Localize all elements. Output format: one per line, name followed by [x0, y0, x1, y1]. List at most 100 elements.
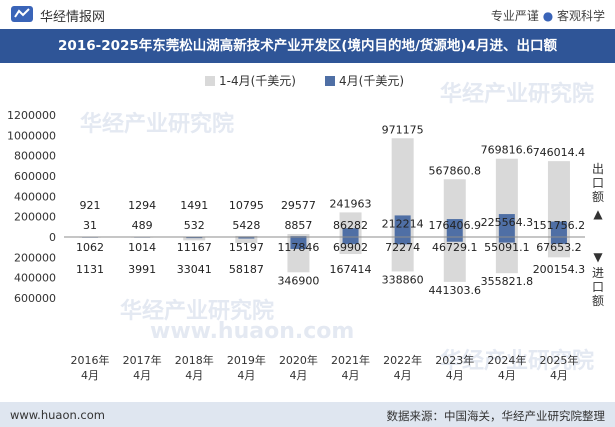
x-tick-label: 2023年 4月 — [435, 353, 474, 382]
tagline-dot: ● — [542, 9, 557, 23]
x-tick-label-line: 2021年 — [331, 353, 370, 367]
bar-ytd-import — [183, 237, 206, 241]
legend-swatch-ytd — [205, 76, 215, 86]
brand-name: 华经情报网 — [40, 10, 106, 25]
label-ytd-import: 58187 — [229, 263, 264, 276]
label-ytd-import: 346900 — [277, 274, 319, 287]
y-tick-label: 400000 — [14, 272, 56, 285]
y-tick-label: 600000 — [14, 292, 56, 305]
x-tick-label-line: 4月 — [498, 369, 516, 382]
x-tick-label: 2021年 4月 — [331, 353, 370, 382]
label-ytd-export: 10795 — [229, 199, 264, 212]
side-label-import-char: 进 — [592, 266, 604, 280]
legend-swatch-month — [325, 76, 335, 86]
tagline-left: 专业严谨 — [490, 9, 539, 23]
tagline: 专业严谨 ● 客观科学 — [491, 7, 605, 24]
bar-month-import — [498, 237, 515, 243]
bar-ytd-import — [235, 237, 258, 243]
side-label-export-char: 额 — [592, 190, 604, 204]
bar-ytd-export — [547, 161, 570, 237]
label-month-import: 11167 — [177, 241, 212, 254]
label-month-import: 1014 — [128, 241, 156, 254]
bar-month-export — [394, 215, 411, 237]
label-month-import: 15197 — [229, 241, 264, 254]
bar-month-import — [446, 237, 463, 242]
title-bar: 2016-2025年东莞松山湖高新技术产业开发区(境内目的地/货源地)4月进、出… — [0, 29, 615, 63]
import-arrow-icon: ▼ — [593, 250, 603, 264]
bar-month-import — [290, 237, 307, 249]
label-ytd-import: 441303.6 — [429, 284, 482, 297]
bar-month-import — [550, 237, 567, 244]
chart-canvas: 华经产业研究院华经产业研究院www.huaon.com华经产业研究院华经产业研究… — [7, 74, 604, 382]
bar-month-import — [394, 237, 411, 245]
x-tick-label-line: 4月 — [81, 369, 99, 382]
y-tick-label: 0 — [49, 231, 56, 244]
label-month-export: 31 — [83, 219, 97, 232]
label-ytd-import: 200154.3 — [533, 263, 586, 276]
watermark-text: 华经产业研究院 — [440, 81, 594, 107]
label-ytd-export: 746014.4 — [533, 146, 586, 159]
x-tick-label-line: 4月 — [342, 369, 360, 382]
watermark-url: www.huaon.com — [150, 319, 354, 344]
chart-title: 2016-2025年东莞松山湖高新技术产业开发区(境内目的地/货源地)4月进、出… — [58, 38, 557, 54]
bar-month-export — [446, 219, 463, 237]
x-tick-label-line: 4月 — [133, 369, 151, 382]
x-tick-label-line: 2025年 — [539, 353, 578, 367]
bar-ytd-import — [495, 237, 518, 274]
watermark-text: 华经产业研究院 — [80, 111, 234, 137]
label-month-export: 86282 — [333, 219, 368, 232]
label-month-export: 8857 — [284, 219, 312, 232]
huajing-logo-icon — [11, 6, 33, 22]
bar-month-export — [498, 214, 515, 237]
x-tick-label-line: 4月 — [446, 369, 464, 382]
x-tick-label-line: 2023年 — [435, 353, 474, 367]
side-label-import-char: 额 — [592, 294, 604, 308]
x-tick-label-line: 2024年 — [487, 353, 526, 367]
x-tick-label-line: 2020年 — [279, 353, 318, 367]
legend-label-ytd: 1-4月(千美元) — [219, 74, 296, 88]
x-tick-label-line: 2022年 — [383, 353, 422, 367]
bar-month-import — [186, 237, 203, 239]
y-tick-label: 600000 — [14, 170, 56, 183]
label-ytd-export: 769816.6 — [481, 144, 534, 157]
x-tick-label: 2017年 4月 — [123, 353, 162, 382]
label-ytd-export: 1294 — [128, 199, 156, 212]
y-tick-label: 1200000 — [7, 109, 56, 122]
side-label-import-char: 口 — [592, 280, 604, 294]
x-tick-label: 2019年 4月 — [227, 353, 266, 382]
label-ytd-import: 355821.8 — [481, 275, 534, 288]
y-tick-label: 200000 — [14, 211, 56, 224]
label-month-export: 532 — [184, 219, 205, 232]
label-ytd-import: 1131 — [76, 263, 104, 276]
label-ytd-export: 971175 — [382, 123, 424, 136]
x-tick-label-line: 4月 — [550, 369, 568, 382]
x-tick-label-line: 4月 — [394, 369, 412, 382]
y-tick-label: 800000 — [14, 150, 56, 163]
x-tick-label: 2018年 4月 — [175, 353, 214, 382]
label-month-import: 1062 — [76, 241, 104, 254]
bar-ytd-export — [391, 138, 414, 237]
label-month-import: 72274 — [385, 241, 420, 254]
footer-bar: www.huaon.com 数据来源：中国海关，华经产业研究院整理 — [0, 402, 615, 427]
side-label-export-char: 出 — [592, 162, 604, 176]
label-month-export: 151756.2 — [533, 219, 586, 232]
bar-month-export — [550, 221, 567, 237]
bar-ytd-import — [443, 237, 466, 282]
top-bar: 华经情报网 专业严谨 ● 客观科学 — [0, 0, 615, 28]
label-ytd-import: 3991 — [128, 263, 156, 276]
x-tick-label: 2025年 4月 — [539, 353, 578, 382]
y-tick-label: 200000 — [14, 251, 56, 264]
x-tick-label-line: 2018年 — [175, 353, 214, 367]
footer-site: www.huaon.com — [10, 408, 105, 422]
x-tick-label-line: 4月 — [289, 369, 307, 382]
label-month-import: 67653.2 — [536, 241, 582, 254]
bar-month-import — [342, 237, 359, 245]
label-ytd-export: 567860.8 — [429, 164, 482, 177]
label-ytd-export: 921 — [80, 199, 101, 212]
label-ytd-export: 241963 — [330, 197, 372, 210]
x-tick-label-line: 2019年 — [227, 353, 266, 367]
side-label-export-char: 口 — [592, 176, 604, 190]
bar-ytd-export — [287, 233, 310, 237]
x-tick-label-line: 2017年 — [123, 353, 162, 367]
